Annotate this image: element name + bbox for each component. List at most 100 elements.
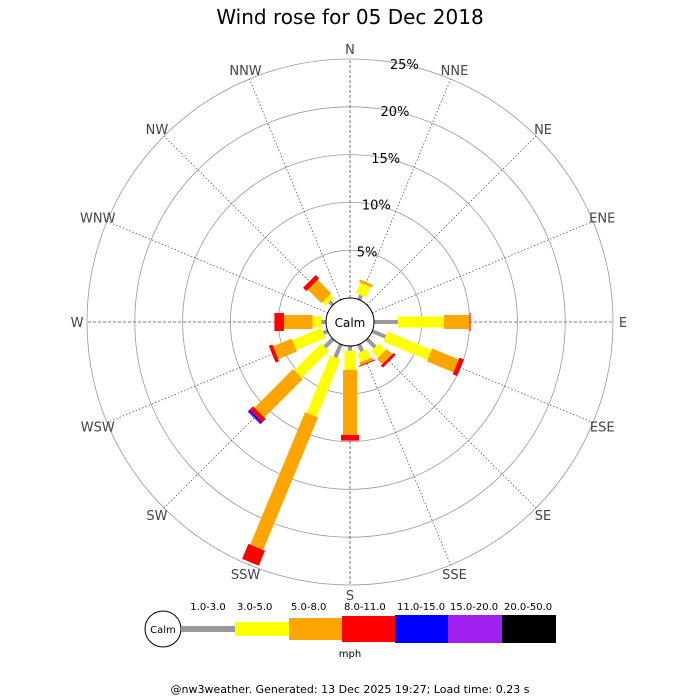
bar-sw-5-0-8-0 xyxy=(254,369,303,418)
bar-sse-8-0-11-0 xyxy=(358,359,376,368)
bar-s-1-0-3-0 xyxy=(348,346,352,351)
bar-ese-3-0-5-0 xyxy=(383,331,432,361)
direction-label-n: N xyxy=(345,43,355,58)
bar-nw-8-0-11-0 xyxy=(303,275,320,292)
legend-calm-label: Calm xyxy=(150,625,176,636)
ring-25-pct xyxy=(86,58,614,586)
spoke-nw xyxy=(163,135,334,306)
bar-sse-1-0-3-0 xyxy=(357,343,364,352)
bar-e-3-0-5-0 xyxy=(397,316,444,328)
legend-swatch-1-0-3-0 xyxy=(181,626,235,632)
legend-label-20-0-50-0: 20.0-50.0 xyxy=(504,602,552,613)
legend-swatch-3-0-5-0 xyxy=(235,622,289,636)
direction-label-ne: NE xyxy=(534,123,552,138)
direction-label-ese: ESE xyxy=(590,420,615,435)
bar-se-5-0-8-0 xyxy=(376,348,393,365)
bar-se-1-0-3-0 xyxy=(365,337,377,349)
bar-wsw-8-0-11-0 xyxy=(268,344,280,363)
chart-title: Wind rose for 05 Dec 2018 xyxy=(216,5,483,29)
direction-label-sw: SW xyxy=(146,509,167,524)
legend-swatch-5-0-8-0 xyxy=(289,618,342,640)
calm-circle xyxy=(325,297,375,347)
bar-sw-1-0-3-0 xyxy=(323,337,335,349)
direction-label-e: E xyxy=(619,316,627,331)
bar-w-8-0-11-0 xyxy=(274,313,284,331)
direction-label-s: S xyxy=(346,589,354,604)
spoke-nnw xyxy=(248,78,342,300)
bar-sw-8-0-11-0 xyxy=(249,406,266,423)
legend-swatches: 1.0-3.0 3.0-5.0 5.0-8.0 8.0-11.0 11.0-15.0 15… xyxy=(181,602,556,643)
legend-swatch-15-0-20-0 xyxy=(448,615,502,643)
wind-bars xyxy=(242,275,471,566)
direction-label-sse: SSE xyxy=(442,568,467,583)
legend-label-8-0-11-0: 8.0-11.0 xyxy=(344,602,386,613)
bar-ssw-5-0-8-0 xyxy=(250,412,319,550)
bar-nne-5-0-8-0 xyxy=(358,279,373,288)
legend-unit-label: mph xyxy=(339,649,361,660)
direction-label-nw: NW xyxy=(146,123,169,138)
bar-ssw-8-0-11-0 xyxy=(242,543,265,566)
direction-label-se: SE xyxy=(535,509,551,524)
direction-label-nnw: NNW xyxy=(229,64,261,79)
legend-label-5-0-8-0: 5.0-8.0 xyxy=(291,602,326,613)
bar-s-8-0-11-0 xyxy=(341,434,359,441)
legend-label-11-0-15-0: 11.0-15.0 xyxy=(397,602,445,613)
bar-ssw-1-0-3-0 xyxy=(333,343,343,359)
bar-e-8-0-11-0 xyxy=(469,313,471,331)
legend-swatch-20-0-50-0 xyxy=(502,615,556,643)
bar-ese-1-0-3-0 xyxy=(371,329,387,339)
ring-15-pct xyxy=(182,154,518,490)
bar-sse-5-0-8-0 xyxy=(359,357,374,366)
ring-label-25-pct: 25% xyxy=(390,58,419,73)
direction-label-wnw: WNW xyxy=(80,212,116,227)
direction-label-ene: ENE xyxy=(589,212,615,227)
direction-labels: N NNE NE ENE E ESE SE SSE S SSW SW WSW W WNW NW NNW xyxy=(71,43,628,604)
bar-se-3-0-5-0 xyxy=(371,343,386,358)
spoke-sse xyxy=(358,344,452,566)
spoke-wnw xyxy=(106,220,328,314)
legend-swatch-11-0-15-0 xyxy=(395,615,448,643)
spoke-se xyxy=(366,338,537,509)
legend-label-15-0-20-0: 15.0-20.0 xyxy=(450,602,498,613)
spoke-ene xyxy=(372,220,594,314)
ring-label-5-pct: 5% xyxy=(357,246,378,261)
bar-sw-3-0-5-0 xyxy=(293,343,329,379)
ring-label-10-pct: 10% xyxy=(362,199,391,214)
bar-ssw-3-0-5-0 xyxy=(306,355,341,417)
calm-center: Calm xyxy=(325,297,375,347)
bar-e-1-0-3-0 xyxy=(374,320,398,324)
legend-label-1-0-3-0: 1.0-3.0 xyxy=(190,602,225,613)
bar-wsw-3-0-5-0 xyxy=(292,327,326,351)
ring-labels: 5% 10% 15% 20% 25% xyxy=(357,58,419,261)
bar-nw-3-0-5-0 xyxy=(322,294,334,306)
spoke-nne xyxy=(358,78,452,300)
bar-ese-8-0-11-0 xyxy=(452,357,464,377)
bar-se-8-0-11-0 xyxy=(380,352,396,368)
bar-nne-3-0-5-0 xyxy=(355,282,371,298)
bar-sw-15-0-20-0 xyxy=(247,411,261,425)
direction-label-nne: NNE xyxy=(441,64,469,79)
bar-nw-5-0-8-0 xyxy=(307,279,332,304)
speed-legend: Calm 1.0-3.0 3.0-5.0 5.0-8.0 8.0-11.0 11.0-1… xyxy=(144,602,556,660)
footer-text: @nw3weather. Generated: 13 Dec 2025 19:2… xyxy=(171,683,530,696)
bar-ese-5-0-8-0 xyxy=(426,348,459,373)
legend-label-3-0-5-0: 3.0-5.0 xyxy=(237,602,272,613)
bar-sse-3-0-5-0 xyxy=(357,349,371,363)
bar-w-3-0-5-0 xyxy=(312,316,322,328)
ring-label-20-pct: 20% xyxy=(381,105,410,120)
direction-label-ssw: SSW xyxy=(231,568,261,583)
spoke-ne xyxy=(366,135,537,306)
direction-label-wsw: WSW xyxy=(81,420,115,435)
bar-wsw-5-0-8-0 xyxy=(273,338,297,360)
bar-e-5-0-8-0 xyxy=(443,315,470,329)
bar-w-5-0-8-0 xyxy=(283,315,313,329)
legend-swatch-8-0-11-0 xyxy=(342,616,395,642)
bar-w-1-0-3-0 xyxy=(321,320,326,324)
direction-label-w: W xyxy=(71,316,84,331)
bar-sw-11-0-15-0 xyxy=(248,409,263,424)
ring-label-15-pct: 15% xyxy=(371,152,400,167)
bar-s-3-0-5-0 xyxy=(344,350,356,370)
bar-s-5-0-8-0 xyxy=(343,369,357,435)
calm-label: Calm xyxy=(335,316,366,330)
